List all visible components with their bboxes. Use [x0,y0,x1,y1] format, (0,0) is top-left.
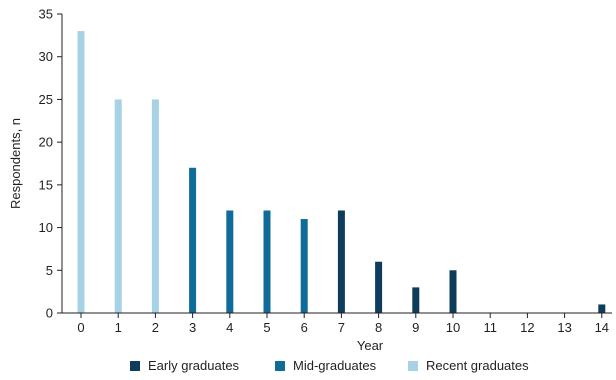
x-tick-label: 1 [115,320,122,335]
bar-mid-graduates-5 [263,210,271,313]
x-tick-label: 7 [338,320,345,335]
bar-mid-graduates-6 [300,219,308,313]
y-tick-label: 10 [39,220,53,235]
y-axis-title: Respondents, n [8,118,23,209]
y-tick-label: 5 [46,263,53,278]
legend-swatch-mid-graduates [275,361,285,371]
x-tick-label: 5 [263,320,270,335]
bar-recent-graduates-2 [151,99,159,313]
x-tick-label: 4 [226,320,233,335]
x-tick-label: 6 [301,320,308,335]
x-tick-label: 9 [412,320,419,335]
y-tick-label: 0 [46,306,53,321]
x-tick-label: 13 [557,320,571,335]
x-tick-label: 12 [520,320,534,335]
bar-early-graduates-9 [412,287,420,313]
x-tick-label: 3 [189,320,196,335]
x-tick-label: 10 [446,320,460,335]
bars-layer [77,31,606,313]
y-tick-label: 25 [39,92,53,107]
bar-recent-graduates-1 [114,99,122,313]
bar-recent-graduates-0 [77,31,85,313]
x-tick-label: 2 [152,320,159,335]
bar-early-graduates-10 [449,270,457,313]
legend-label-recent-graduates: Recent graduates [426,358,529,373]
x-tick-label: 0 [77,320,84,335]
bar-mid-graduates-4 [226,210,234,313]
legend-swatch-recent-graduates [408,361,418,371]
legend-label-early-graduates: Early graduates [148,358,240,373]
bar-early-graduates-7 [337,210,345,313]
axes-layer [61,14,612,314]
y-axis-ticks: 0 5 10 15 20 25 30 35 [39,7,62,321]
bar-early-graduates-14 [598,304,606,313]
y-tick-label: 30 [39,49,53,64]
x-axis-title: Year [357,338,384,353]
y-tick-label: 20 [39,135,53,150]
y-tick-label: 35 [39,7,53,22]
x-axis-ticks: 0 1 2 3 4 5 6 7 8 9 10 11 12 13 14 [77,313,609,335]
x-tick-label: 14 [595,320,609,335]
x-tick-label: 8 [375,320,382,335]
bar-mid-graduates-3 [189,167,197,313]
bar-early-graduates-8 [375,261,383,313]
legend-swatch-early-graduates [130,361,140,371]
legend-label-mid-graduates: Mid-graduates [293,358,377,373]
legend: Early graduates Mid-graduates Recent gradu… [130,358,529,373]
y-tick-label: 15 [39,177,53,192]
x-tick-label: 11 [483,320,497,335]
